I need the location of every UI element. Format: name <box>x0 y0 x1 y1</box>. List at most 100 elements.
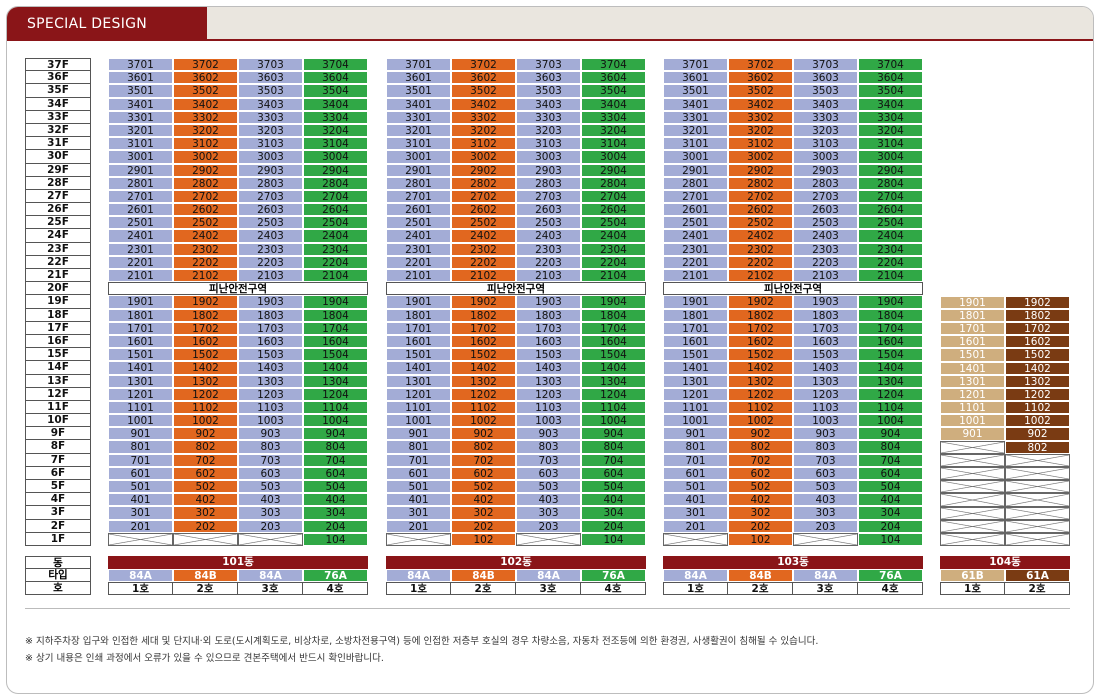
unit-cell: 1901 <box>940 295 1005 309</box>
floor-row: 2301 2302 2303 2304 <box>663 242 923 256</box>
unit-cell: 1701 <box>940 321 1005 336</box>
unit-cell: 602 <box>173 466 238 480</box>
unit-cell: 3504 <box>581 84 646 98</box>
floor-row: 2701 2702 2703 2704 <box>108 189 368 204</box>
unit-cell: 1903 <box>516 295 581 309</box>
unit-cell: 1004 <box>581 414 646 428</box>
unit-cell: 1202 <box>728 387 793 401</box>
unit-cell: 2802 <box>173 176 238 190</box>
floor-row: 501 502 503 504 <box>663 480 923 494</box>
floor-row: 3201 3202 3203 3204 <box>108 123 368 138</box>
unit-cell: 1002 <box>1005 414 1070 428</box>
floor-row: 1401 1402 <box>940 361 1070 375</box>
unit-type: 84A <box>793 569 858 582</box>
unit-cell: 1101 <box>386 400 451 415</box>
unit-cell: 1504 <box>581 348 646 362</box>
unit-cell: 2501 <box>663 216 728 230</box>
unit-cell: 3603 <box>238 71 303 85</box>
unit-cell: 2103 <box>238 269 303 283</box>
unit-cell: 1102 <box>728 400 793 415</box>
unit-cell: 3402 <box>451 97 516 111</box>
building-name: 103동 <box>663 556 923 569</box>
unit-cell: 3604 <box>303 71 368 85</box>
unit-cell: 602 <box>728 466 793 480</box>
unit-cell: 901 <box>108 427 173 441</box>
unit-cell: 3102 <box>728 137 793 151</box>
unit-cell: 3101 <box>386 137 451 151</box>
unit-cell: 1003 <box>793 414 858 428</box>
unit-cell: 2501 <box>108 216 173 230</box>
unit-cell: 1701 <box>108 321 173 335</box>
unit-cell: 2803 <box>516 176 581 190</box>
unit-cell: 2901 <box>663 163 728 177</box>
no-unit-cell <box>940 453 1005 468</box>
unit-cell: 3302 <box>173 110 238 124</box>
unit-cell: 304 <box>581 506 646 520</box>
floor-label: 11F <box>25 400 91 415</box>
unit-cell: 1001 <box>940 414 1005 428</box>
unit-cell: 2902 <box>451 163 516 177</box>
unit-cell: 1503 <box>793 348 858 362</box>
unit-cell: 701 <box>663 453 728 467</box>
building-legend: 101동 84A 84B 84A 76A 1호 2호 3호 4호 <box>108 556 368 595</box>
floor-label: 12F <box>25 387 91 401</box>
unit-cell: 3402 <box>728 97 793 111</box>
unit-cell: 1601 <box>663 334 728 349</box>
unit-cell: 2102 <box>173 269 238 283</box>
floor-row: 102 104 <box>386 532 646 546</box>
building-grid: 3701 3702 3703 3704 3601 3602 3603 3604 3501 3502… <box>108 58 368 546</box>
unit-cell: 1604 <box>858 334 923 349</box>
unit-cell: 2902 <box>728 163 793 177</box>
unit-cell: 3703 <box>793 58 858 72</box>
unit-cell: 803 <box>516 440 581 454</box>
unit-cell: 1504 <box>858 348 923 362</box>
unit-cell: 3401 <box>386 97 451 111</box>
unit-cell: 3604 <box>581 71 646 85</box>
floor-row: 1501 1502 <box>940 348 1070 362</box>
unit-cell: 1602 <box>451 334 516 349</box>
unit-cell: 2102 <box>728 269 793 283</box>
unit-cell: 1404 <box>303 361 368 375</box>
unit-line: 1호 <box>940 582 1005 595</box>
unit-cell: 2801 <box>663 176 728 190</box>
floor-row: 2101 2102 2103 2104 <box>108 269 368 283</box>
unit-cell: 2904 <box>858 163 923 177</box>
unit-cell: 901 <box>940 427 1005 441</box>
unit-cell: 1402 <box>451 361 516 375</box>
unit-cell: 301 <box>108 506 173 520</box>
unit-line: 4호 <box>581 582 646 595</box>
unit-cell: 3601 <box>663 71 728 85</box>
floor-row: 3001 3002 3003 3004 <box>663 150 923 164</box>
unit-type: 84A <box>516 569 581 582</box>
unit-cell: 3203 <box>238 123 303 138</box>
building-legend: 103동 84A 84B 84A 76A 1호 2호 3호 4호 <box>663 556 923 595</box>
floor-row: 1601 1602 1603 1604 <box>108 334 368 349</box>
unit-cell: 1802 <box>728 308 793 322</box>
no-unit-cell <box>238 532 303 546</box>
unit-cell: 1304 <box>303 374 368 388</box>
unit-cell: 2302 <box>173 242 238 256</box>
floor-row: 3501 3502 3503 3504 <box>663 84 923 98</box>
unit-cell: 3301 <box>386 110 451 124</box>
unit-line: 3호 <box>516 582 581 595</box>
floor-row: 3501 3502 3503 3504 <box>386 84 646 98</box>
building-grid-104: 1901 1902 1801 1802 1701 1702 1601 1602 1501 1502… <box>940 295 1070 547</box>
unit-cell: 2701 <box>386 189 451 204</box>
floor-row: 1501 1502 1503 1504 <box>108 348 368 362</box>
unit-cell: 3003 <box>516 150 581 164</box>
unit-cell: 1903 <box>793 295 858 309</box>
unit-cell: 1804 <box>581 308 646 322</box>
unit-cell: 2703 <box>516 189 581 204</box>
floor-row: 1201 1202 1203 1204 <box>108 387 368 401</box>
unit-cell: 1402 <box>1005 361 1070 375</box>
floor-row: 1301 1302 1303 1304 <box>108 374 368 388</box>
floor-label: 16F <box>25 334 91 349</box>
floor-row <box>940 467 1070 481</box>
floor-row: 1001 1002 <box>940 414 1070 428</box>
unit-cell: 2503 <box>238 216 303 230</box>
unit-cell: 1604 <box>581 334 646 349</box>
unit-cell: 2203 <box>516 255 581 269</box>
unit-cell: 3004 <box>581 150 646 164</box>
unit-cell: 1401 <box>940 361 1005 375</box>
floor-row: 3501 3502 3503 3504 <box>108 84 368 98</box>
